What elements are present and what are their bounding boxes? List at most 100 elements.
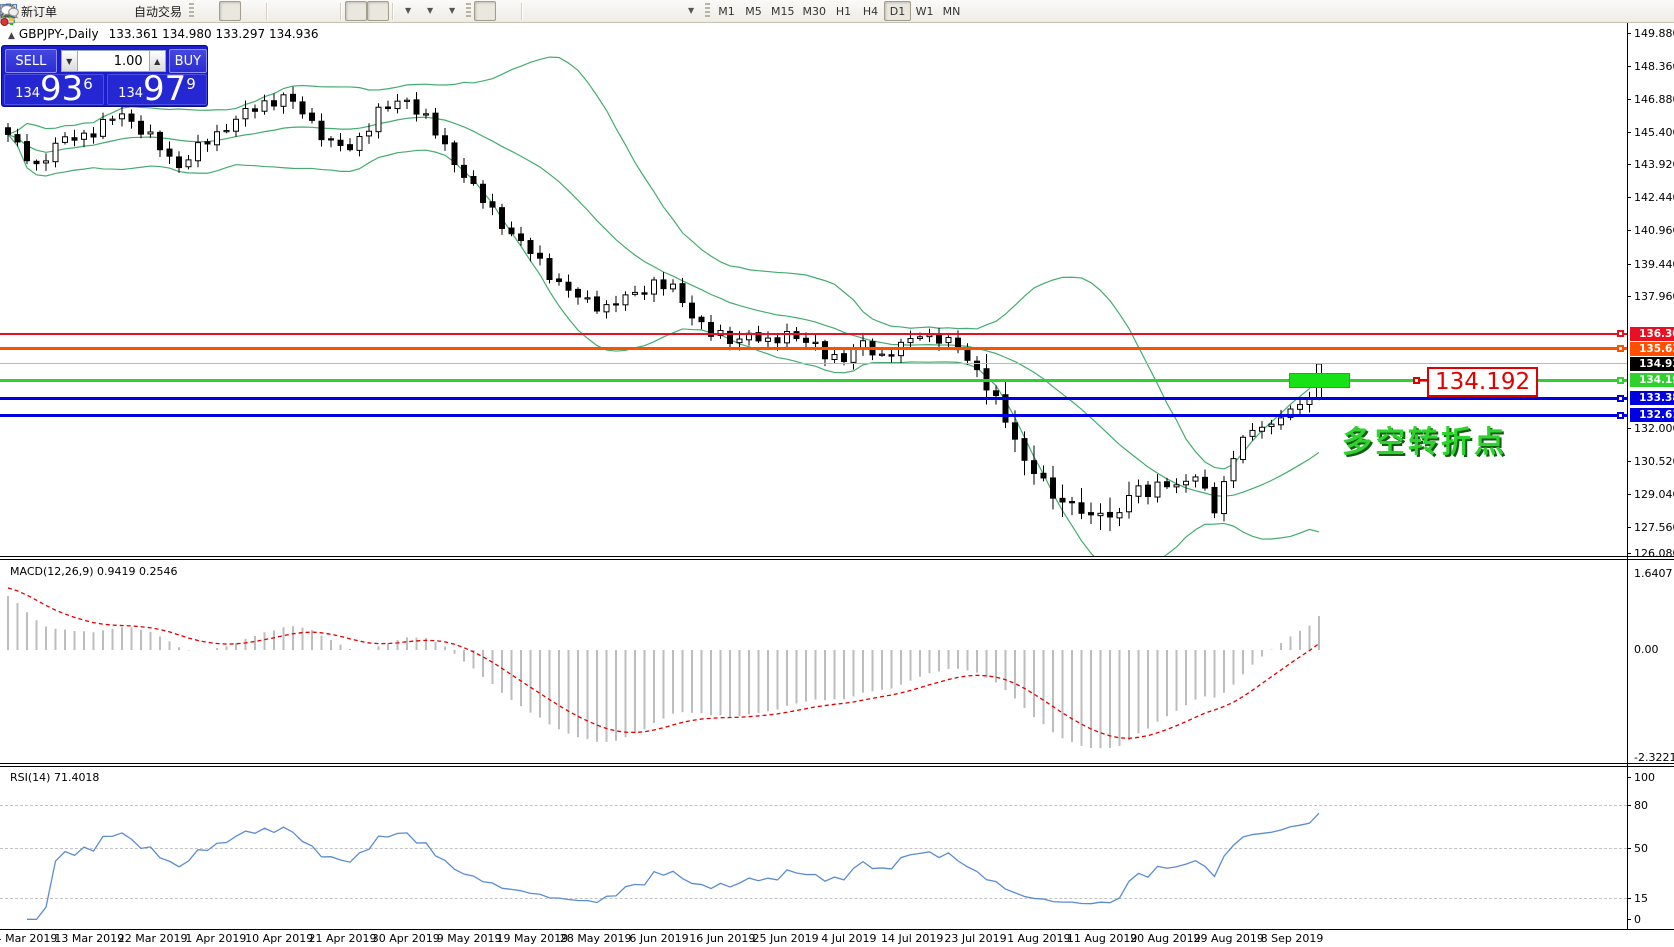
toolbar-grip[interactable] <box>189 3 195 19</box>
support-line-2-price-tag: 132.619 <box>1630 408 1674 423</box>
timeframe-button-d1[interactable]: D1 <box>884 1 912 21</box>
tile-windows-button[interactable] <box>0 1 337 21</box>
date-tick-label: 16 Jun 2019 <box>689 932 756 945</box>
line-chart-button[interactable] <box>0 1 263 21</box>
text-button[interactable]: A <box>2 1 658 21</box>
price-tick-label: 129.040 <box>1634 488 1674 501</box>
date-tick-label: 19 May 2019 <box>496 932 569 945</box>
pane-separator[interactable] <box>0 556 1674 557</box>
price-tick-label: 148.360 <box>1634 60 1674 74</box>
equidistant-channel-button[interactable]: E <box>0 1 614 21</box>
zoom-out-button[interactable] <box>1 1 315 21</box>
vertical-line-button[interactable] <box>4 1 548 21</box>
sell-price-button[interactable]: 134 93 6 <box>4 72 104 106</box>
pane-separator[interactable] <box>0 763 1674 764</box>
price-tick-label: 139.440 <box>1634 257 1674 271</box>
price-tick-mark <box>1627 32 1631 34</box>
pane-separator[interactable] <box>0 766 1674 767</box>
support-line-2-line[interactable] <box>0 413 1627 417</box>
resistance-line-2-anchor[interactable] <box>1617 345 1624 353</box>
eraser-button[interactable] <box>0 1 83 21</box>
buy-price-big: 97 <box>143 69 187 109</box>
timeframe-button-h1[interactable]: H1 <box>835 4 852 18</box>
trendline-button[interactable] <box>0 1 592 21</box>
horizontal-line-button[interactable] <box>1 1 570 21</box>
rsi-tick-label: 15 <box>1634 891 1648 905</box>
callout-anchor[interactable] <box>1413 377 1420 384</box>
volume-stepper: ▼ 1.00 ▲ <box>60 50 166 72</box>
text-label-button[interactable]: T <box>0 1 680 21</box>
collapse-icon[interactable]: ▲ <box>8 31 15 41</box>
volume-increase-button[interactable]: ▲ <box>148 50 166 72</box>
zoom-in-button[interactable] <box>1 1 293 21</box>
timeframe-button-mn[interactable]: MN <box>942 4 961 18</box>
chevron-down-icon: ▼ <box>426 6 434 15</box>
price-tick-mark <box>1627 197 1631 199</box>
timeframe-button-m1[interactable]: M1 <box>718 4 735 18</box>
period-dropdown[interactable]: ▼ <box>0 1 441 21</box>
search-button[interactable] <box>1 1 1649 21</box>
timeframe-button-m15[interactable]: M15 <box>771 4 795 18</box>
date-tick-label: 6 Jun 2019 <box>629 932 689 945</box>
buy-price-button[interactable]: 134 97 9 <box>107 69 207 109</box>
date-tick-label: 28 May 2019 <box>559 932 632 945</box>
volume-decrease-button[interactable]: ▼ <box>60 50 78 72</box>
toolbar-grip[interactable] <box>705 3 711 19</box>
fibonacci-button[interactable]: F <box>1 1 636 21</box>
toolbar-grip[interactable] <box>466 3 472 19</box>
timeframe-button-w1[interactable]: W1 <box>915 4 934 18</box>
new-order-button[interactable]: 新订单 <box>1 1 61 25</box>
volume-input[interactable]: 1.00 <box>77 50 149 72</box>
price-callout-label[interactable]: 134.192 <box>1427 367 1539 397</box>
rsi-level-line <box>0 897 1627 899</box>
timeframe-group: M1 M5 M15 M30 H1 H4 D1 W1 MN <box>713 1 965 21</box>
toolbar-separator <box>392 2 395 20</box>
pivot-line-line[interactable] <box>0 378 1627 382</box>
date-tick-label: 13 Mar 2019 <box>54 932 125 945</box>
macd-axis-zero: 0.00 <box>1634 643 1659 656</box>
autotrade-label: 自动交易 <box>134 4 183 19</box>
template-dropdown[interactable]: ▼ <box>0 1 463 21</box>
highlight-rectangle-object[interactable] <box>1289 373 1350 388</box>
rsi-label: RSI(14) 71.4018 <box>10 771 100 784</box>
rsi-tick-label: 80 <box>1634 799 1648 813</box>
crosshair-button[interactable] <box>1 1 518 21</box>
buy-button[interactable]: BUY <box>168 49 207 73</box>
support-line-1-line[interactable] <box>0 396 1627 400</box>
arrows-dropdown[interactable]: ▼ <box>1 1 702 21</box>
macd-canvas[interactable] <box>0 560 1628 763</box>
cursor-button[interactable] <box>2 1 497 21</box>
date-axis: 4 Mar 2019 13 Mar 2019 22 Mar 2019 1 Apr 20… <box>0 929 1674 947</box>
price-tick-mark <box>1627 461 1631 463</box>
pane-separator[interactable] <box>0 559 1674 560</box>
date-tick-label: 9 May 2019 <box>436 932 502 945</box>
chat-button[interactable] <box>0 1 1671 21</box>
resistance-line-1-anchor[interactable] <box>1617 330 1624 338</box>
annotation-note[interactable]: 多空转折点 <box>1342 425 1507 460</box>
current-price-price-tag: 134.936 <box>1630 356 1674 371</box>
new-chart-dropdown[interactable]: ▼ <box>1 1 419 21</box>
bar-chart-button[interactable] <box>1 1 219 21</box>
rsi-canvas[interactable] <box>0 767 1628 928</box>
candlestick-chart-button[interactable] <box>1 1 242 21</box>
autoscroll-button[interactable] <box>0 1 368 21</box>
timeframe-button-m30[interactable]: M30 <box>802 4 827 18</box>
support-line-2-anchor[interactable] <box>1617 411 1624 419</box>
current-price-line[interactable] <box>0 363 1627 365</box>
sell-button[interactable]: SELL <box>5 49 57 73</box>
resistance-line-1-line[interactable] <box>0 332 1627 335</box>
signal-button[interactable] <box>1 1 127 21</box>
rsi-level-line <box>0 848 1627 849</box>
resistance-line-2-line[interactable] <box>0 347 1627 351</box>
pivot-line-anchor[interactable] <box>1617 376 1624 384</box>
price-chart-canvas[interactable] <box>0 23 1628 556</box>
timeframe-button-h4[interactable]: H4 <box>862 4 879 18</box>
date-tick-label: 4 Mar 2019 <box>0 932 58 945</box>
macd-axis-min: -2.3221 <box>1634 751 1674 764</box>
autotrade-button[interactable]: 自动交易 <box>0 1 186 26</box>
community-button[interactable] <box>1 1 105 21</box>
timeframe-button-m5[interactable]: M5 <box>745 4 762 18</box>
chart-shift-button[interactable] <box>0 1 390 21</box>
one-click-trading-panel: SELL ▼ 1.00 ▲ BUY 134 93 6 134 97 9 <box>1 45 208 107</box>
support-line-1-anchor[interactable] <box>1617 394 1624 402</box>
